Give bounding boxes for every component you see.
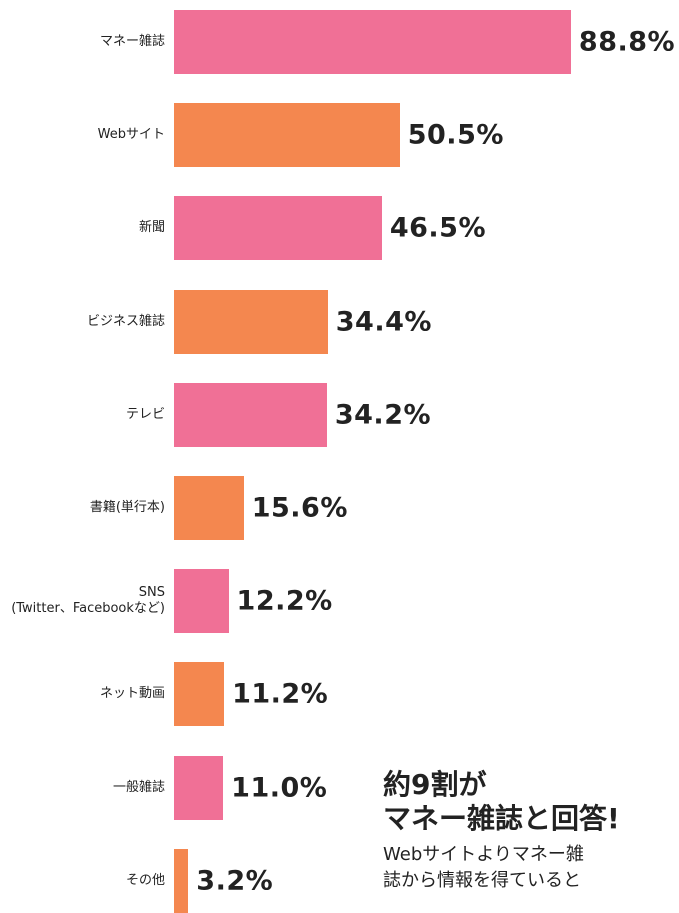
value-label: 3.2% — [196, 865, 274, 897]
category-label: 新聞 — [138, 220, 165, 236]
annotation-text-line: Webサイトよりマネー雑 — [383, 844, 584, 865]
category-label: 一般雑誌 — [112, 779, 165, 795]
bar — [174, 476, 244, 540]
value-label: 88.8% — [578, 26, 676, 58]
value-label: 34.4% — [335, 306, 432, 338]
bar — [174, 196, 382, 261]
annotation-title-line: 約9割が — [383, 768, 487, 801]
category-label: 書籍(単行本) — [89, 500, 165, 515]
category-label: ビジネス雑誌 — [86, 313, 165, 329]
category-label: その他 — [125, 872, 165, 888]
bar — [174, 103, 400, 168]
bar — [174, 848, 189, 913]
bar — [174, 10, 571, 74]
bar — [174, 662, 225, 727]
bar — [174, 382, 327, 447]
category-label: Webサイト — [97, 127, 165, 143]
category-label: マネー雑誌 — [99, 34, 165, 49]
bar — [174, 289, 328, 354]
value-label: 11.2% — [232, 678, 329, 710]
annotation-text: Webサイトよりマネー雑 誌から情報を得ていると — [383, 842, 620, 894]
value-label: 15.6% — [251, 492, 348, 524]
value-label: 46.5% — [389, 212, 487, 244]
value-label: 50.5% — [407, 119, 504, 151]
category-label: テレビ — [125, 406, 165, 422]
value-label: 12.2% — [236, 585, 333, 617]
bar — [174, 755, 224, 820]
value-label: 34.2% — [334, 399, 432, 431]
annotation: 約9割が マネー雑誌と回答! Webサイトよりマネー雑 誌から情報を得ていると — [383, 768, 620, 894]
annotation-title: 約9割が マネー雑誌と回答! — [383, 768, 620, 836]
bar — [174, 569, 229, 634]
category-label: ネット動画 — [99, 686, 165, 702]
annotation-title-line: マネー雑誌と回答! — [383, 802, 620, 835]
category-label: SNS (Twitter、Facebookなど) — [11, 585, 165, 617]
annotation-text-line: 誌から情報を得ていると — [383, 870, 581, 891]
value-label: 11.0% — [231, 772, 328, 804]
